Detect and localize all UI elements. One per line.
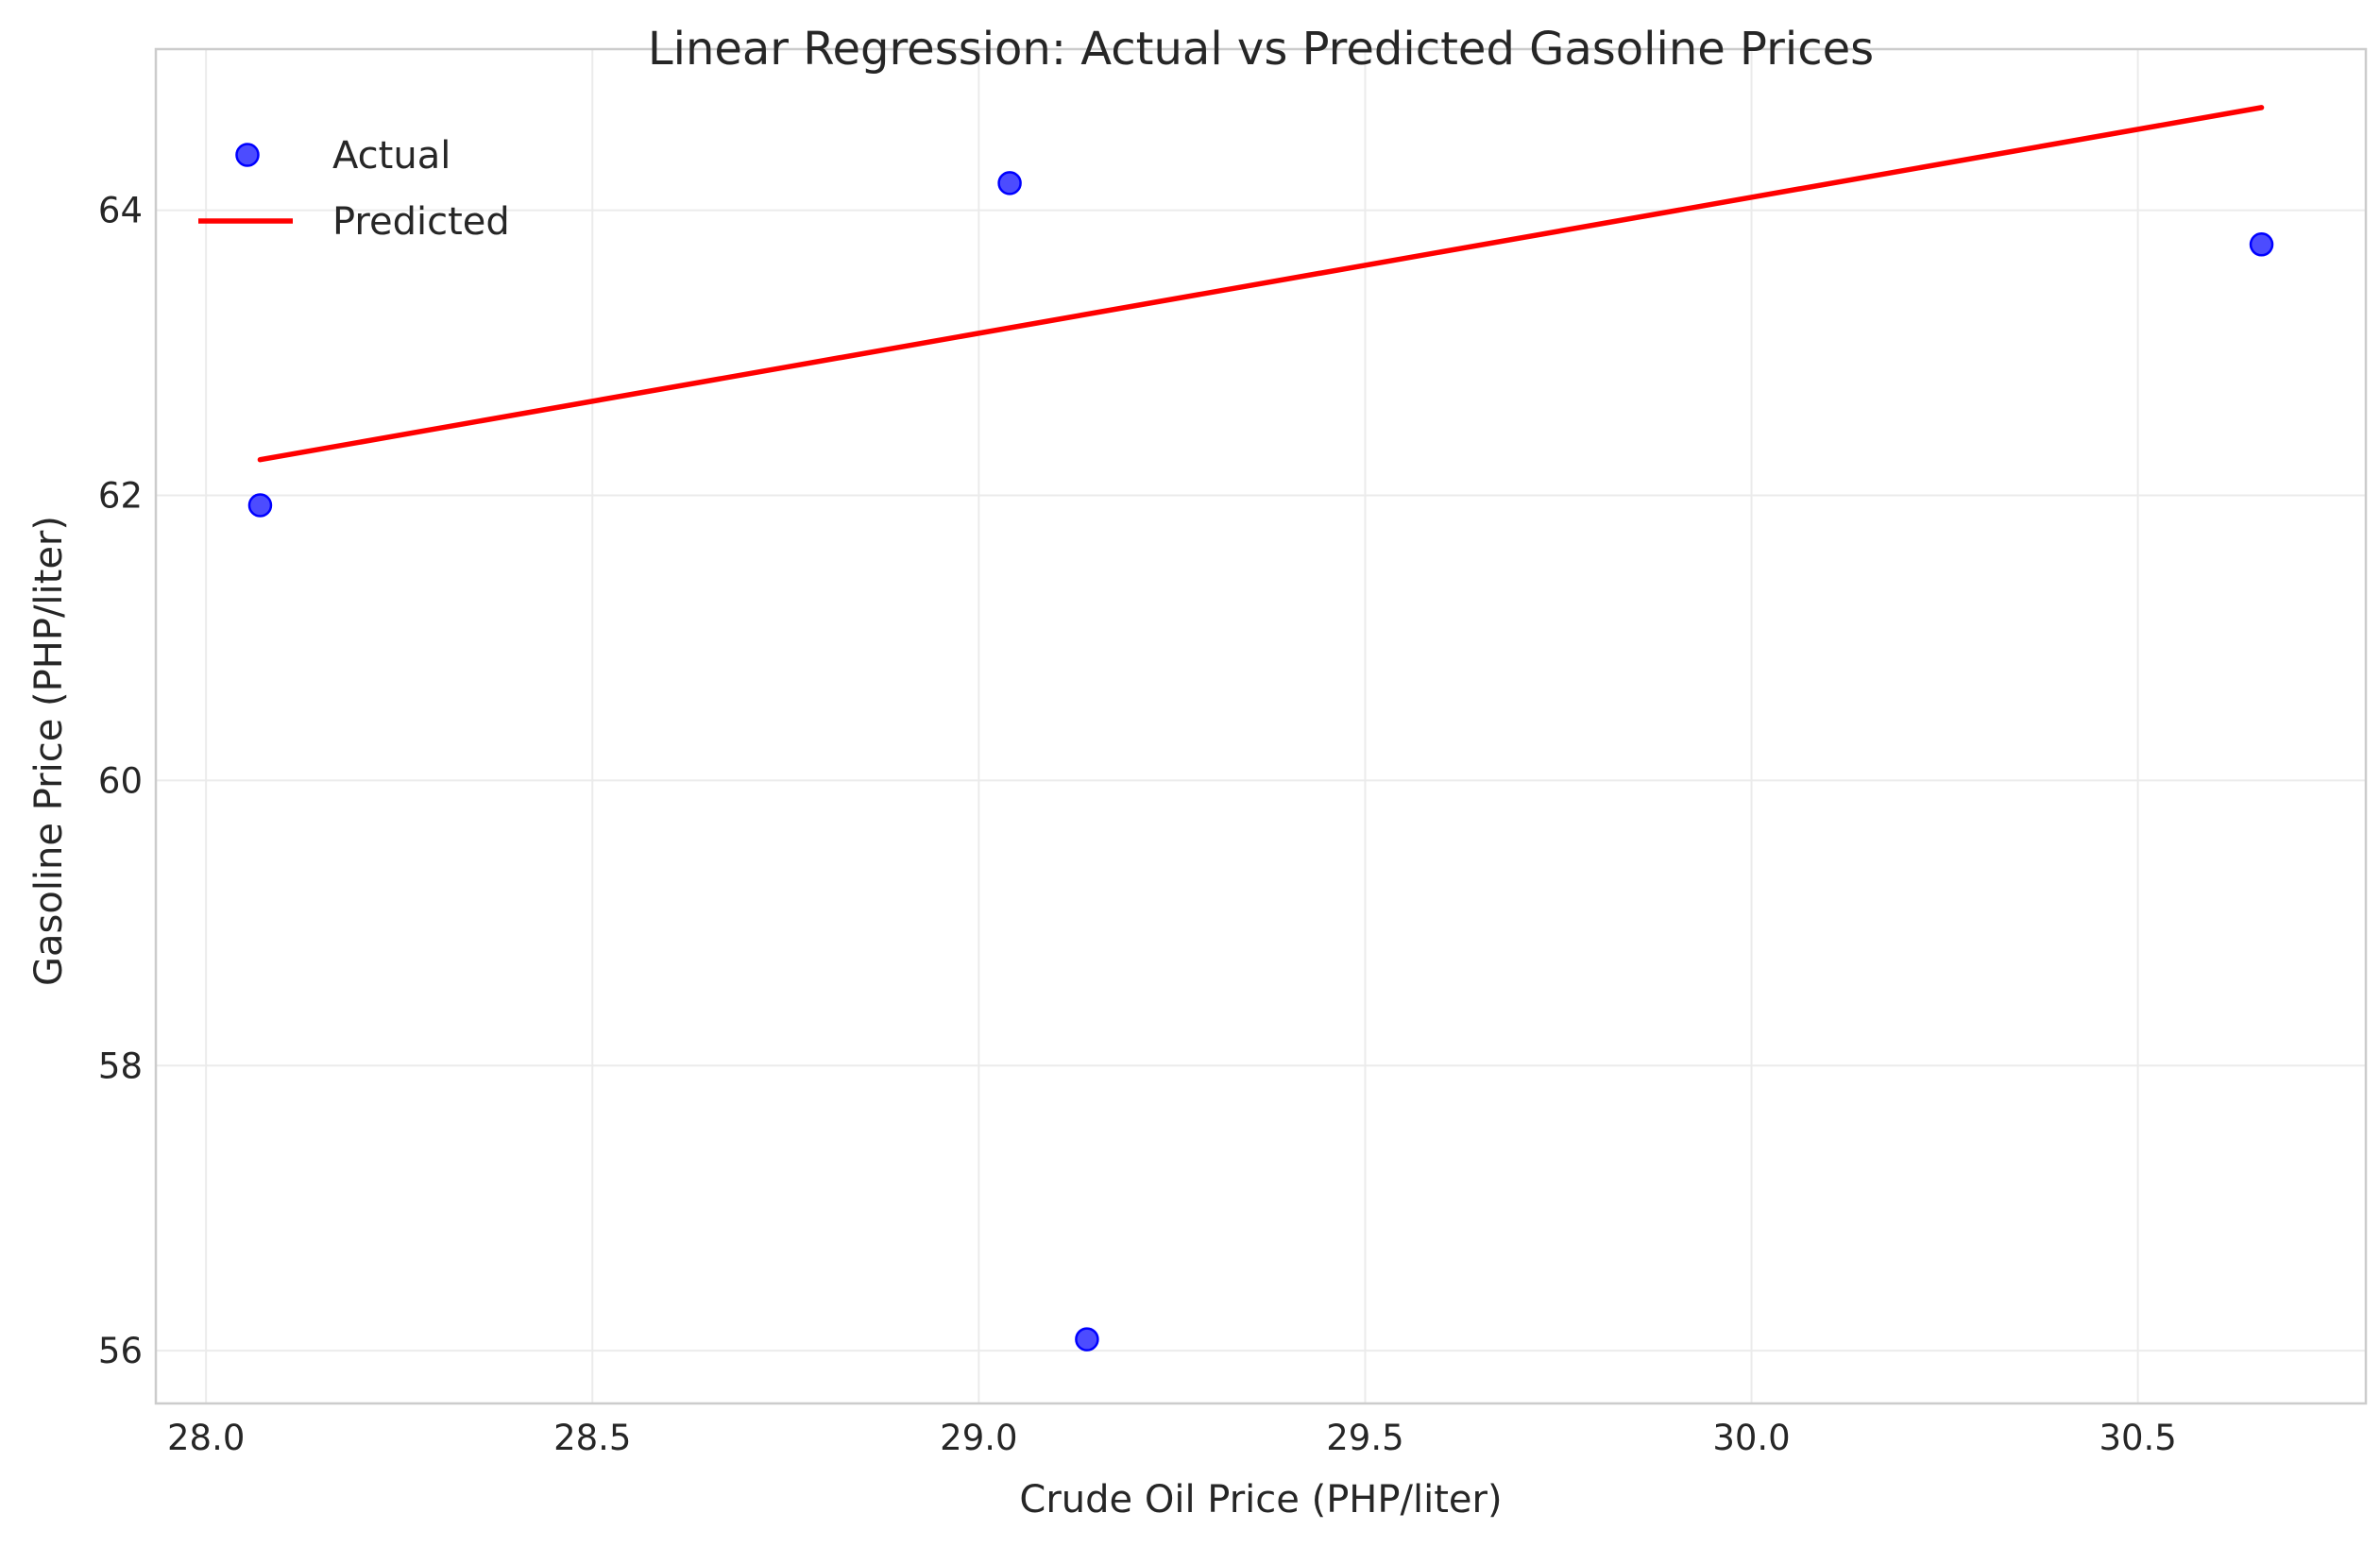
series-layer [247, 105, 2274, 1352]
actual-point [1075, 1327, 1099, 1352]
tick-labels: 28.0 28.5 29.0 29.5 30.0 30.5 56 58 60 62 64 [98, 191, 2177, 1458]
x-tick-label: 28.0 [167, 1418, 245, 1458]
legend-label: Actual [332, 134, 450, 178]
x-tick-label: 30.5 [2099, 1418, 2176, 1458]
grid [156, 49, 2366, 1403]
legend: Actual Predicted [198, 134, 510, 244]
y-tick-label: 60 [98, 760, 143, 801]
x-tick-label: 29.5 [1326, 1418, 1403, 1458]
y-tick-label: 58 [98, 1046, 143, 1086]
x-tick-label: 30.0 [1712, 1418, 1790, 1458]
actual-point [247, 493, 273, 518]
plot-frame [154, 47, 2368, 1405]
y-axis-label: Gasoline Price (PHP/liter) [27, 516, 71, 986]
predicted-line [257, 105, 2265, 463]
x-tick-label: 29.0 [940, 1418, 1017, 1458]
chart-title: Linear Regression: Actual vs Predicted G… [648, 23, 1874, 76]
x-axis-label: Crude Oil Price (PHP/liter) [1019, 1478, 1502, 1522]
y-tick-label: 56 [98, 1331, 143, 1371]
y-tick-label: 62 [98, 475, 143, 516]
x-tick-label: 28.5 [553, 1418, 631, 1458]
actual-point [2249, 232, 2274, 257]
actual-point [997, 171, 1022, 196]
legend-marker-actual [235, 143, 260, 167]
legend-label: Predicted [332, 200, 510, 244]
y-tick-label: 64 [98, 191, 143, 231]
